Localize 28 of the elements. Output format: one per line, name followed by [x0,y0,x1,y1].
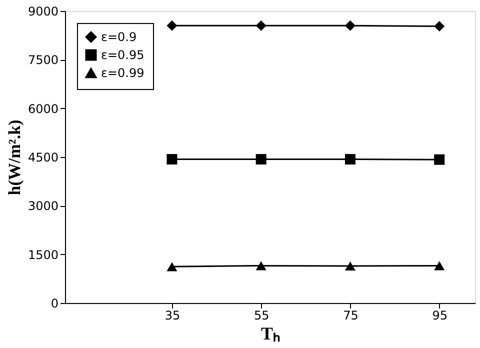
x-tick-label: 95 [432,308,448,322]
point [434,21,445,32]
x-tick-label: 55 [254,308,270,322]
point [256,261,266,270]
point [256,20,266,31]
y-tick-label: 4500 [28,150,58,164]
y-axis-title: h(W/m².k) [4,120,24,196]
y-tick-label: 9000 [28,4,58,18]
point [166,20,178,31]
point [434,154,445,165]
point [344,20,356,31]
y-tick-label: 7500 [28,53,58,68]
y-tick-label: 1500 [28,248,58,262]
x-tick-label: 35 [164,308,180,322]
y-tick-label: 6000 [28,102,58,116]
legend-label: ε=0.99 [101,66,144,80]
x-tick-label: 75 [343,308,358,322]
point [434,261,445,270]
y-tick-label: 3000 [28,199,58,214]
point [166,154,178,165]
point [166,262,178,272]
x-axis-title: Tₕ [260,324,280,344]
point [344,261,356,271]
legend-label: ε=0.9 [101,30,137,44]
point [256,154,266,165]
y-tick-label: 0 [50,296,58,310]
legend-label: ε=0.95 [101,48,144,62]
point [344,154,356,165]
